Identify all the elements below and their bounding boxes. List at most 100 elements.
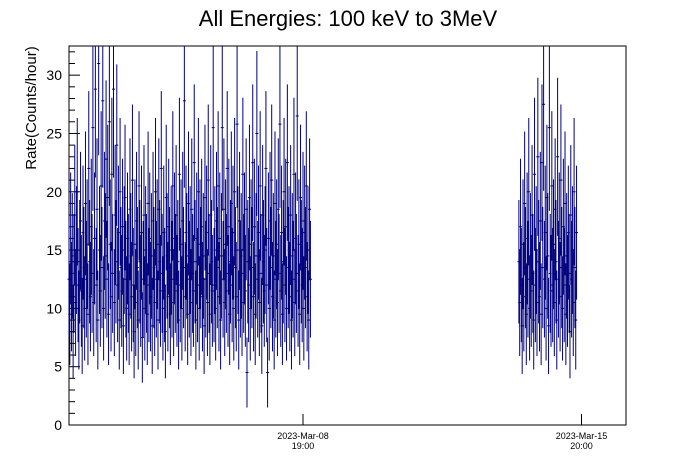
data-point [265, 227, 269, 343]
data-point [245, 337, 249, 408]
x-tick-date: 2023-Mar-15 [556, 431, 608, 441]
data-point [211, 46, 215, 211]
data-point [99, 111, 103, 261]
data-point [260, 277, 264, 374]
data-point [557, 172, 561, 305]
data-point [547, 46, 551, 211]
data-point [539, 263, 543, 366]
data-point [259, 213, 263, 333]
data-point [93, 172, 97, 305]
data-point [250, 206, 254, 329]
data-point [555, 270, 559, 370]
data-point [275, 249, 279, 356]
data-point [69, 172, 73, 305]
data-point [193, 200, 197, 324]
data-point [85, 179, 89, 310]
data-point [535, 249, 539, 356]
data-point [174, 145, 178, 286]
data-point [191, 234, 195, 347]
data-point [247, 227, 251, 343]
data-point [95, 138, 99, 281]
data-point [288, 242, 292, 352]
data-point [145, 263, 149, 366]
data-point [266, 172, 270, 305]
data-point [302, 256, 306, 361]
data-point [100, 206, 104, 329]
data-point [289, 145, 293, 286]
data-point [520, 277, 524, 374]
data-point [219, 193, 223, 319]
x-tick-date: 2023-Mar-08 [277, 431, 329, 441]
data-point [110, 97, 114, 251]
data-point [121, 277, 125, 374]
data-point [170, 220, 174, 338]
data-point [83, 131, 87, 276]
data-point [532, 270, 536, 370]
data-point [264, 91, 268, 246]
data-point [219, 270, 223, 370]
data-point [146, 131, 150, 276]
data-point [258, 111, 262, 261]
data-point [533, 97, 537, 251]
data-point [133, 179, 137, 310]
data-point [111, 213, 115, 333]
data-point [150, 277, 154, 374]
data-point [257, 249, 261, 356]
data-point [185, 193, 189, 319]
data-point [301, 151, 305, 290]
data-point [80, 277, 84, 374]
data-point [222, 138, 226, 281]
y-tick-label: 0 [54, 417, 62, 433]
data-point [284, 158, 288, 295]
data-point [241, 97, 245, 251]
data-point [127, 263, 131, 366]
data-point [90, 213, 94, 333]
data-point [112, 249, 116, 356]
data-point [551, 179, 555, 310]
data-point [218, 172, 222, 305]
data-point [561, 256, 565, 361]
data-point [75, 118, 79, 266]
data-point [278, 46, 282, 208]
data-point [240, 249, 244, 356]
data-point [550, 111, 554, 261]
y-tick-label: 5 [54, 359, 62, 375]
data-point [541, 206, 545, 329]
data-point [263, 186, 267, 314]
data-point [97, 46, 101, 156]
data-point [116, 165, 120, 300]
data-point [83, 256, 87, 361]
data-point [73, 145, 77, 286]
data-point [79, 151, 83, 290]
data-point [149, 193, 153, 319]
data-point [267, 256, 271, 361]
data-point [196, 227, 200, 343]
data-point [569, 145, 573, 286]
data-point [161, 256, 165, 361]
y-tick-label: 10 [46, 300, 62, 316]
data-point [93, 46, 97, 178]
data-point [552, 249, 556, 356]
data-point [186, 131, 190, 276]
y-tick-label: 25 [46, 125, 62, 141]
data-point [86, 263, 90, 366]
data-point [163, 285, 167, 379]
data-point [101, 46, 105, 188]
data-point [68, 263, 72, 366]
data-point [307, 270, 311, 370]
data-point [244, 138, 248, 281]
data-point [177, 270, 181, 370]
data-point [224, 213, 228, 333]
data-point [538, 151, 542, 290]
data-point [189, 249, 193, 356]
data-point [297, 179, 301, 310]
data-point [568, 285, 572, 379]
data-point [115, 64, 119, 226]
data-point [135, 206, 139, 329]
x-tick-time: 20:00 [570, 441, 593, 451]
data-point [292, 97, 296, 251]
data-point [235, 46, 239, 208]
data-point [179, 179, 183, 310]
data-point [573, 206, 577, 329]
